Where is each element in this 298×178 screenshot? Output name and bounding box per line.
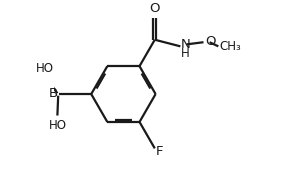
- Text: H: H: [181, 47, 190, 60]
- Text: N: N: [181, 38, 191, 51]
- Text: HO: HO: [49, 119, 67, 132]
- Text: O: O: [205, 35, 216, 48]
- Text: CH₃: CH₃: [219, 40, 241, 53]
- Text: O: O: [150, 2, 160, 15]
- Text: B: B: [49, 87, 58, 100]
- Text: HO: HO: [36, 62, 54, 75]
- Text: F: F: [156, 145, 163, 158]
